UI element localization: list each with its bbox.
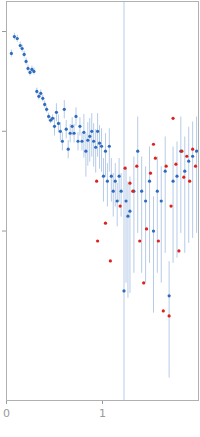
- svg-text:0: 0: [3, 407, 10, 420]
- svg-text:1: 1: [99, 407, 106, 420]
